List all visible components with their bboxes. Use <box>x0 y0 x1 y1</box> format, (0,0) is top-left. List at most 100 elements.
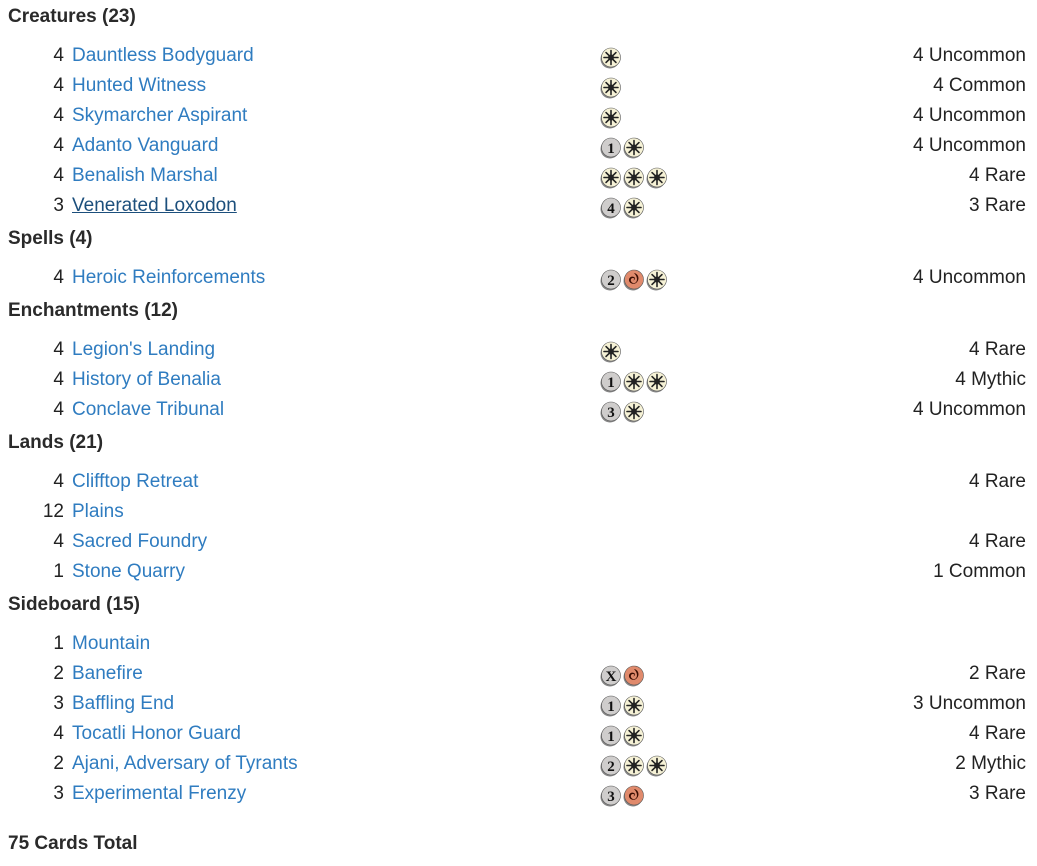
section-title: Creatures (23) <box>8 6 136 27</box>
mana-cost: 3 <box>600 401 646 423</box>
card-rarity: 3 Rare <box>968 783 1026 804</box>
card-name-link[interactable]: Adanto Vanguard <box>72 135 219 156</box>
card-row: 1 Mountain <box>0 630 1037 660</box>
card-rarity: 4 Mythic <box>955 369 1026 390</box>
card-rarity: 4 Rare <box>968 531 1026 552</box>
card-quantity: 4 <box>53 471 64 492</box>
mana-cost: X <box>600 665 646 687</box>
card-name-link[interactable]: Venerated Loxodon <box>72 195 237 216</box>
card-rarity: 4 Uncommon <box>913 45 1026 66</box>
svg-text:1: 1 <box>607 375 615 391</box>
card-row: 4 Skymarcher Aspirant 4 Uncommon <box>0 102 1037 132</box>
card-quantity: 4 <box>53 45 64 66</box>
card-name-link[interactable]: Sacred Foundry <box>72 531 208 552</box>
svg-text:1: 1 <box>607 699 615 715</box>
white-mana-icon <box>623 725 644 747</box>
svg-text:4: 4 <box>607 201 615 217</box>
card-rarity: 4 Rare <box>968 471 1026 492</box>
white-mana-icon <box>623 137 644 159</box>
card-quantity: 4 <box>53 165 64 186</box>
card-row: 2 Ajani, Adversary of Tyrants 2 2 Mythic <box>0 750 1037 780</box>
card-name-link[interactable]: Conclave Tribunal <box>72 399 225 420</box>
card-row: 4 Tocatli Honor Guard 1 4 Rare <box>0 720 1037 750</box>
card-row: 4 Dauntless Bodyguard 4 Uncommon <box>0 42 1037 72</box>
card-quantity: 4 <box>53 105 64 126</box>
generic-mana-icon: 1 <box>600 695 621 717</box>
card-name-link[interactable]: Tocatli Honor Guard <box>72 723 241 744</box>
generic-mana-icon: 1 <box>600 137 621 159</box>
card-rarity: 4 Rare <box>968 165 1026 186</box>
svg-text:3: 3 <box>607 789 615 805</box>
card-row: 3 Baffling End 1 3 Uncommon <box>0 690 1037 720</box>
card-rarity: 3 Rare <box>968 195 1026 216</box>
card-name-link[interactable]: Dauntless Bodyguard <box>72 45 254 66</box>
card-name-link[interactable]: Legion's Landing <box>72 339 216 360</box>
white-mana-icon <box>646 371 667 393</box>
white-mana-icon <box>646 167 667 189</box>
white-mana-icon <box>623 401 644 423</box>
card-quantity: 4 <box>53 531 64 552</box>
white-mana-icon <box>600 47 621 69</box>
card-name-link[interactable]: Plains <box>72 501 124 522</box>
card-rarity: 2 Mythic <box>955 753 1026 774</box>
card-row: 12 Plains <box>0 498 1037 528</box>
card-rarity: 4 Uncommon <box>913 399 1026 420</box>
svg-text:3: 3 <box>607 405 615 421</box>
card-quantity: 3 <box>53 693 64 714</box>
section-title: Spells (4) <box>8 228 93 249</box>
card-row: 4 Heroic Reinforcements 2 4 Uncommon <box>0 264 1037 294</box>
generic-mana-icon: 1 <box>600 725 621 747</box>
mana-cost <box>600 47 623 69</box>
card-quantity: 1 <box>53 633 64 654</box>
card-name-link[interactable]: Baffling End <box>72 693 175 714</box>
red-mana-icon <box>623 665 644 687</box>
card-name-link[interactable]: Hunted Witness <box>72 75 207 96</box>
card-row: 4 Clifftop Retreat 4 Rare <box>0 468 1037 498</box>
card-rarity: 4 Rare <box>968 723 1026 744</box>
mana-cost: 2 <box>600 755 669 777</box>
card-name-link[interactable]: Benalish Marshal <box>72 165 218 186</box>
card-rarity: 4 Common <box>933 75 1026 96</box>
generic-mana-icon: 1 <box>600 371 621 393</box>
svg-text:2: 2 <box>607 759 615 775</box>
card-row: 3 Venerated Loxodon 4 3 Rare <box>0 192 1037 222</box>
card-name-link[interactable]: Heroic Reinforcements <box>72 267 266 288</box>
card-quantity: 1 <box>53 561 64 582</box>
card-quantity: 4 <box>53 339 64 360</box>
card-row: 4 Benalish Marshal 4 Rare <box>0 162 1037 192</box>
card-quantity: 12 <box>42 501 64 522</box>
card-rarity: 1 Common <box>933 561 1026 582</box>
generic-mana-icon: 2 <box>600 269 621 291</box>
svg-text:X: X <box>606 669 617 685</box>
svg-text:1: 1 <box>607 729 615 745</box>
card-rarity: 4 Uncommon <box>913 267 1026 288</box>
generic-mana-icon: X <box>600 665 621 687</box>
card-name-link[interactable]: Skymarcher Aspirant <box>72 105 248 126</box>
mana-cost: 3 <box>600 785 646 807</box>
mana-cost: 2 <box>600 269 669 291</box>
card-row: 1 Stone Quarry 1 Common <box>0 558 1037 588</box>
white-mana-icon <box>646 755 667 777</box>
white-mana-icon <box>623 755 644 777</box>
white-mana-icon <box>623 197 644 219</box>
card-name-link[interactable]: Clifftop Retreat <box>72 471 199 492</box>
card-name-link[interactable]: Stone Quarry <box>72 561 185 582</box>
card-quantity: 4 <box>53 267 64 288</box>
card-quantity: 2 <box>53 663 64 684</box>
white-mana-icon <box>600 341 621 363</box>
card-rarity: 4 Uncommon <box>913 135 1026 156</box>
card-name-link[interactable]: Mountain <box>72 633 151 654</box>
card-name-link[interactable]: History of Benalia <box>72 369 221 390</box>
card-quantity: 4 <box>53 75 64 96</box>
card-rarity: 3 Uncommon <box>913 693 1026 714</box>
card-quantity: 3 <box>53 783 64 804</box>
white-mana-icon <box>646 269 667 291</box>
red-mana-icon <box>623 269 644 291</box>
card-name-link[interactable]: Ajani, Adversary of Tyrants <box>72 753 298 774</box>
card-name-link[interactable]: Experimental Frenzy <box>72 783 247 804</box>
white-mana-icon <box>623 695 644 717</box>
card-name-link[interactable]: Banefire <box>72 663 143 684</box>
mana-cost: 1 <box>600 725 646 747</box>
card-rarity: 2 Rare <box>968 663 1026 684</box>
card-row: 4 Conclave Tribunal 3 4 Uncommon <box>0 396 1037 426</box>
